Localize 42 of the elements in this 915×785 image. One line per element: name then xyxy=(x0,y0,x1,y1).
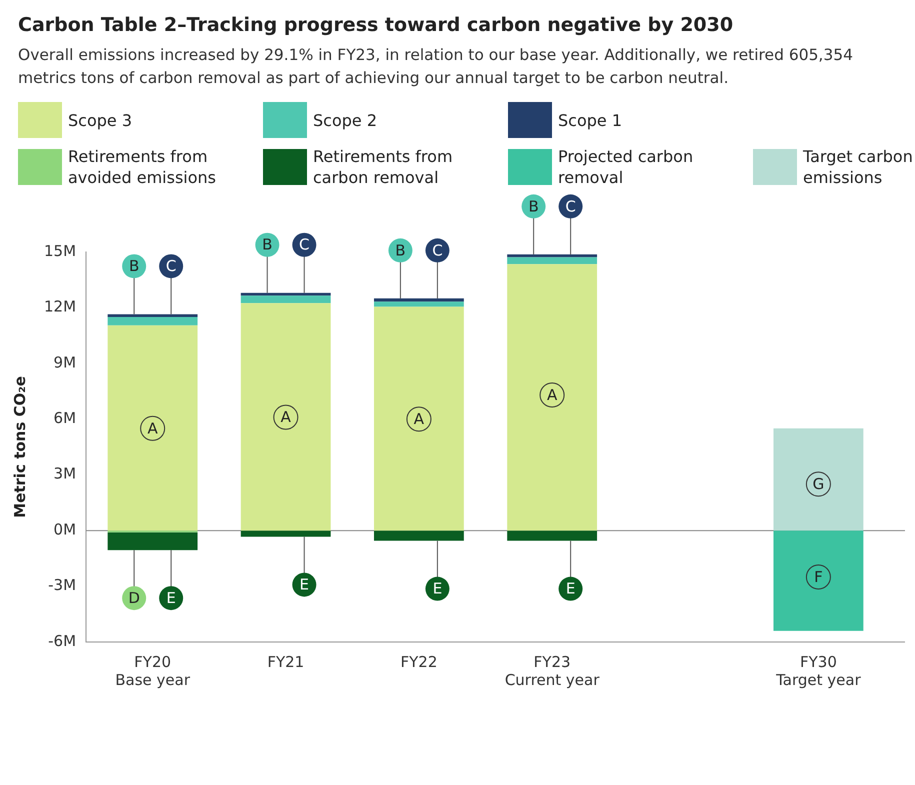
x-tick-label: FY22 xyxy=(400,652,438,671)
annotation: A xyxy=(147,419,158,438)
annotation: B xyxy=(528,197,539,216)
annotation: C xyxy=(166,257,176,276)
x-tick-label: FY20 Base year xyxy=(115,652,191,689)
annotation: B xyxy=(262,236,272,254)
y-tick-label: -6M xyxy=(48,632,76,650)
legend-label: Retirements from carbon removal xyxy=(313,146,454,188)
y-axis-title: Metric tons CO₂e xyxy=(10,376,29,518)
y-tick-label: -3M xyxy=(48,576,76,594)
y-tick-label: 6M xyxy=(54,409,76,428)
annotation: D xyxy=(128,588,140,607)
x-tick-label: FY21 xyxy=(267,652,304,671)
y-tick-label: 9M xyxy=(54,353,76,372)
legend-label: Scope 2 xyxy=(313,110,378,130)
annotation: B xyxy=(395,241,406,260)
x-tick-label: FY30 Target year xyxy=(775,652,862,689)
x-tick-label: FY23 Current year xyxy=(504,652,600,689)
annotation: A xyxy=(414,410,425,428)
y-tick-label: 15M xyxy=(44,242,76,260)
annotation: G xyxy=(812,475,824,494)
legend-label: Projected carbon removal xyxy=(558,146,694,188)
legend-label: Target carbon emissions xyxy=(803,146,913,188)
annotation: E xyxy=(566,580,576,598)
y-tick-label: 12M xyxy=(44,298,76,316)
annotation: A xyxy=(280,408,292,426)
annotation: E xyxy=(300,576,310,594)
annotation: C xyxy=(565,197,576,216)
annotation: A xyxy=(546,386,558,404)
annotation: E xyxy=(166,588,176,607)
annotation: E xyxy=(432,580,442,598)
y-tick-label: 0M xyxy=(54,520,76,538)
legend-label: Scope 3 xyxy=(68,110,132,130)
annotation: B xyxy=(128,257,140,276)
annotation: C xyxy=(299,236,310,254)
legend-label: Retirements from avoided emissions xyxy=(68,146,218,188)
chart-subtitle: Overall emissions increased by 29.1% in FY23, in relation to our base year. Additionally, we retired 605,354 metrics tons of carbon removal as part of achieving our annual target to be carbon neutral. xyxy=(18,45,854,89)
y-tick-label: 3M xyxy=(54,464,76,483)
chart-title: Carbon Table 2–Tracking progress toward carbon negative by 2030 xyxy=(18,14,734,36)
annotation: F xyxy=(814,568,823,586)
annotation: C xyxy=(432,241,443,260)
legend-label: Scope 1 xyxy=(558,110,622,130)
